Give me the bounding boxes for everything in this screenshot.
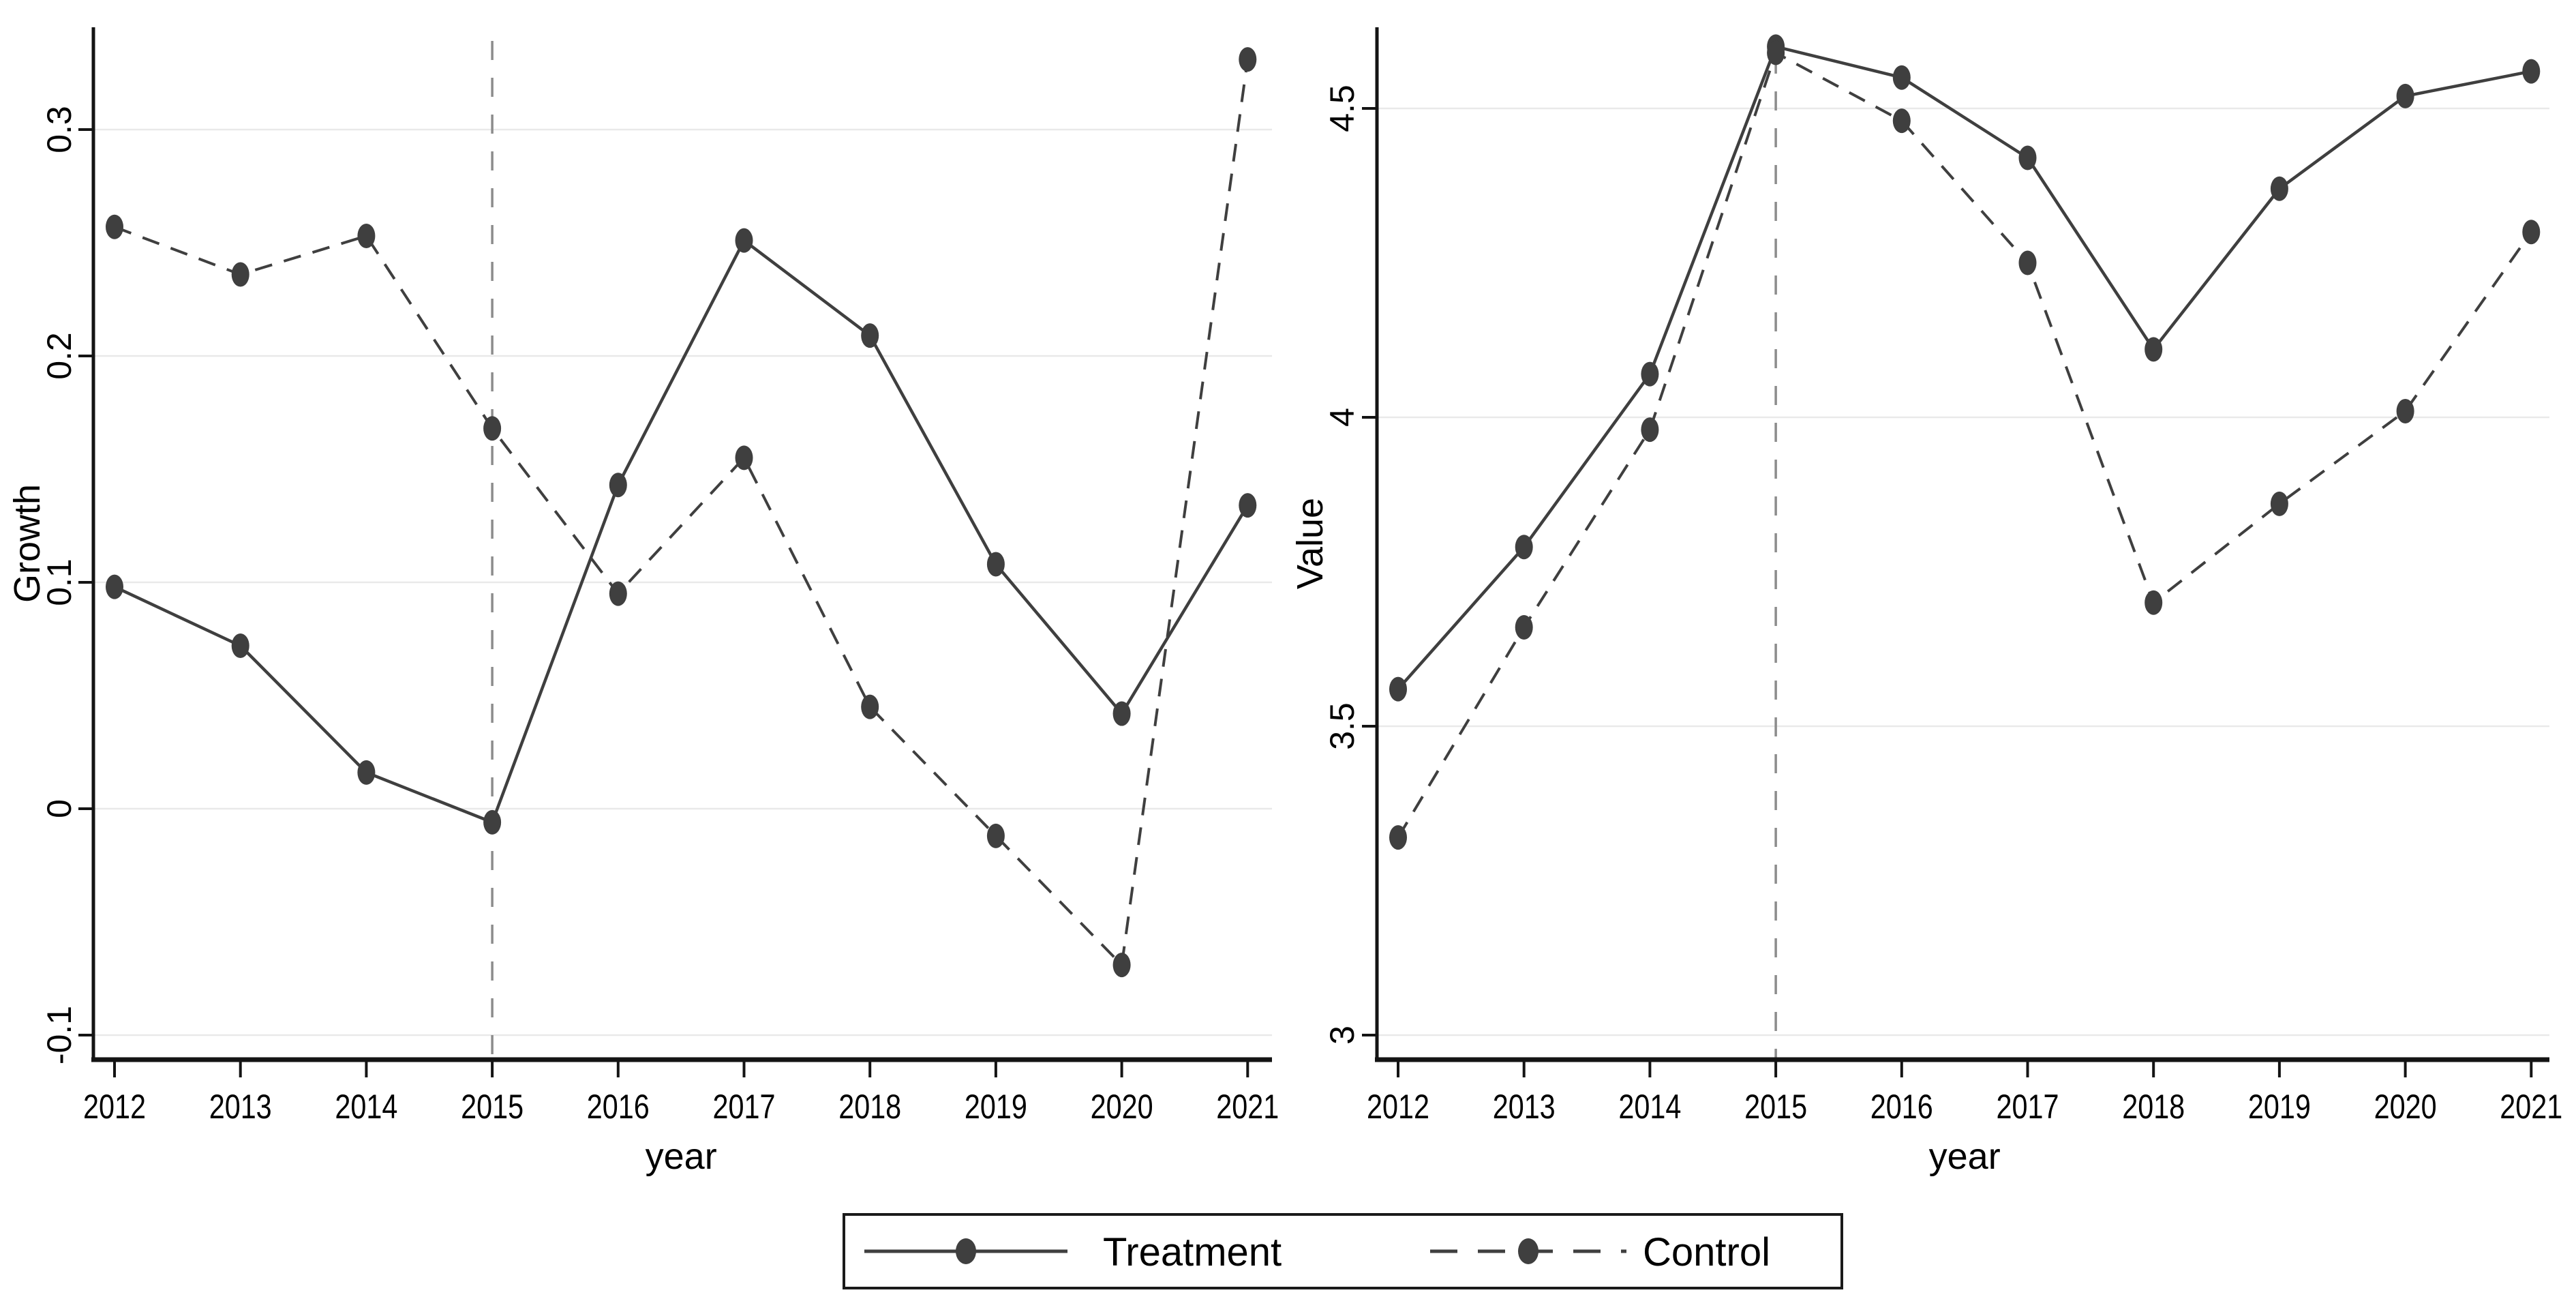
x-axis-tick-label: 2012 xyxy=(1367,1088,1429,1126)
y-axis-title: Growth xyxy=(7,484,48,603)
y-axis-tick-label: 4 xyxy=(1323,408,1361,427)
control-marker xyxy=(986,823,1005,848)
treatment-marker xyxy=(2145,337,2163,362)
control-marker xyxy=(1112,953,1131,978)
y-axis-tick-label: 0.2 xyxy=(40,332,78,380)
treatment-marker xyxy=(735,228,753,253)
control-marker xyxy=(231,262,249,287)
control-marker xyxy=(861,694,879,719)
y-axis-tick-label: 0.3 xyxy=(40,106,78,153)
control-marker xyxy=(1239,47,1257,72)
x-axis-tick-label: 2019 xyxy=(965,1088,1027,1126)
x-axis-tick-label: 2015 xyxy=(1744,1088,1807,1126)
control-marker xyxy=(483,416,502,441)
y-axis-tick-label: 3 xyxy=(1323,1026,1361,1045)
treatment-marker xyxy=(483,809,502,835)
control-marker xyxy=(2396,398,2414,423)
x-axis-tick-label: 2012 xyxy=(83,1088,146,1126)
x-axis-tick-label: 2021 xyxy=(1216,1088,1279,1126)
treatment-marker xyxy=(1892,65,1911,90)
control-marker xyxy=(106,214,123,239)
x-axis-tick-label: 2017 xyxy=(713,1088,776,1126)
treatment-marker xyxy=(986,552,1005,577)
value-chart-panel: 4.5 4 3.5 3 2012 2013 2014 2015 2016 2017 2018 2019… xyxy=(1290,27,2562,1177)
y-axis-title: Value xyxy=(1290,498,1331,589)
control-marker xyxy=(1641,417,1659,443)
control-marker xyxy=(2145,590,2163,615)
x-axis-tick-label: 2013 xyxy=(209,1088,272,1126)
x-axis-tick-label: 2014 xyxy=(335,1088,397,1126)
control-marker xyxy=(735,445,753,471)
x-axis-tick-label: 2020 xyxy=(2374,1088,2437,1126)
x-axis-tick-label: 2020 xyxy=(1091,1088,1153,1126)
y-axis-tick-label: 3.5 xyxy=(1323,702,1361,750)
x-axis-tick-label: 2019 xyxy=(2248,1088,2311,1126)
treatment-marker xyxy=(2396,83,2414,108)
treatment-marker xyxy=(1239,493,1257,518)
control-marker xyxy=(1892,108,1911,134)
legend-control-marker xyxy=(1518,1238,1539,1264)
treatment-marker xyxy=(2018,145,2037,170)
treatment-marker xyxy=(106,574,123,599)
x-axis-tick-label: 2017 xyxy=(1997,1088,2059,1126)
y-axis-tick-label: 4.5 xyxy=(1323,85,1361,132)
x-axis-title: year xyxy=(646,1136,717,1177)
treatment-line xyxy=(114,239,1249,824)
x-axis-tick-label: 2014 xyxy=(1618,1088,1681,1126)
x-axis-title: year xyxy=(1929,1136,2001,1177)
control-marker xyxy=(1389,825,1407,850)
control-marker xyxy=(2522,220,2541,245)
treatment-line xyxy=(1397,45,2532,691)
y-axis-tick-label: 0.1 xyxy=(40,558,78,606)
x-axis-tick-label: 2015 xyxy=(461,1088,524,1126)
x-axis-tick-label: 2018 xyxy=(838,1088,901,1126)
treatment-marker xyxy=(231,633,249,658)
treatment-marker xyxy=(861,323,879,348)
treatment-marker xyxy=(357,760,376,785)
control-line xyxy=(114,59,1249,967)
x-axis-tick-label: 2021 xyxy=(2500,1088,2562,1126)
treatment-marker xyxy=(1112,701,1131,726)
treatment-marker xyxy=(609,473,627,498)
x-axis-tick-label: 2018 xyxy=(2122,1088,2185,1126)
y-axis-tick-label: 0 xyxy=(40,799,78,818)
legend-treatment-marker xyxy=(956,1238,976,1264)
control-marker xyxy=(2018,250,2037,275)
treatment-marker xyxy=(1515,535,1533,560)
control-marker xyxy=(357,224,376,249)
treatment-marker xyxy=(1641,361,1659,387)
control-marker xyxy=(2270,491,2288,516)
x-axis-tick-label: 2016 xyxy=(1870,1088,1933,1126)
control-marker xyxy=(1767,40,1785,65)
control-marker xyxy=(1515,615,1533,640)
x-axis-tick-label: 2013 xyxy=(1493,1088,1556,1126)
legend-control-label: Control xyxy=(1643,1230,1770,1274)
y-axis-tick-label: -0.1 xyxy=(40,1006,78,1064)
legend-treatment-label: Treatment xyxy=(1103,1230,1282,1274)
x-axis-tick-label: 2016 xyxy=(587,1088,650,1126)
legend: Treatment Control xyxy=(843,1213,1843,1289)
control-line xyxy=(1397,51,2532,839)
treatment-marker xyxy=(2270,176,2288,201)
treatment-marker xyxy=(1389,676,1407,702)
treatment-marker xyxy=(2522,59,2541,84)
control-marker xyxy=(609,581,627,606)
